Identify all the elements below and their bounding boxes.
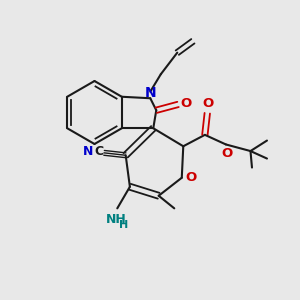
Text: N: N bbox=[83, 146, 94, 158]
Text: O: O bbox=[222, 147, 233, 161]
Text: O: O bbox=[186, 171, 197, 184]
Text: O: O bbox=[180, 97, 191, 110]
Text: C: C bbox=[94, 146, 103, 158]
Text: NH: NH bbox=[106, 213, 127, 226]
Text: O: O bbox=[202, 97, 214, 110]
Text: N: N bbox=[145, 86, 157, 100]
Text: H: H bbox=[119, 220, 128, 230]
